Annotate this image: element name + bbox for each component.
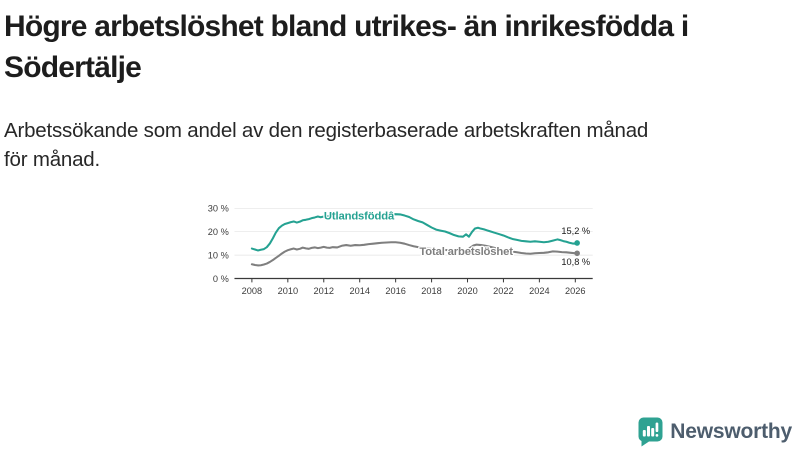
series-line-0: [250, 213, 579, 252]
end-value-label-total-arbetsloshet: 10,8 %: [561, 257, 590, 267]
subtitle-line-1: Arbetssökande som andel av den registerb…: [4, 119, 649, 142]
x-axis-tick-label: 2008: [242, 286, 263, 296]
y-axis-tick-label: 20 %: [208, 227, 229, 237]
x-axis-tick-label: 2018: [421, 286, 442, 296]
newsworthy-bubble-chart-icon: [638, 417, 663, 447]
newsworthy-wordmark: Newsworthy: [670, 420, 792, 443]
series-label-total-arbetsloshet: Total arbetslöshet: [419, 246, 513, 258]
end-value-label-utlandsfodda: 15,2 %: [561, 226, 590, 236]
x-axis-tick-label: 2014: [349, 286, 370, 296]
page-title: Högre arbetslöshet bland utrikes- än inr…: [4, 6, 790, 88]
y-axis-tick-label: 30 %: [208, 204, 229, 214]
x-axis-tick-label: 2026: [565, 286, 586, 296]
x-axis-tick-label: 2016: [385, 286, 406, 296]
subtitle-line-2: för månad.: [4, 148, 100, 171]
x-axis-tick-label: 2020: [457, 286, 478, 296]
title-line-1: Högre arbetslöshet bland utrikes- än inr…: [4, 10, 689, 43]
x-axis-tick-label: 2022: [493, 286, 514, 296]
line-chart: 0 % 10 % 20 % 30 % 2008 2010 2012 2014 2016 2018 2…: [0, 195, 800, 400]
newsworthy-logo: Newsworthy: [638, 417, 792, 447]
title-line-2: Södertälje: [4, 51, 142, 84]
x-axis-tick-label: 2012: [314, 286, 335, 296]
chart-header: Högre arbetslöshet bland utrikes- än inr…: [0, 0, 800, 174]
series-line-1: [250, 241, 579, 267]
series-label-utlandsfodda: Utlandsföddâ: [324, 211, 395, 223]
y-axis-tick-label: 10 %: [208, 250, 229, 260]
y-axis-tick-label: 0 %: [213, 274, 229, 284]
x-axis-tick-label: 2024: [529, 286, 550, 296]
chart-subtitle: Arbetssökande som andel av den registerb…: [4, 116, 790, 174]
series-end-dot-1: [574, 250, 580, 257]
series-end-dot-0: [574, 240, 580, 246]
chart-canvas: 0 % 10 % 20 % 30 % 2008 2010 2012 2014 2016 2018 2…: [208, 204, 593, 296]
x-axis-tick-label: 2010: [278, 286, 299, 296]
